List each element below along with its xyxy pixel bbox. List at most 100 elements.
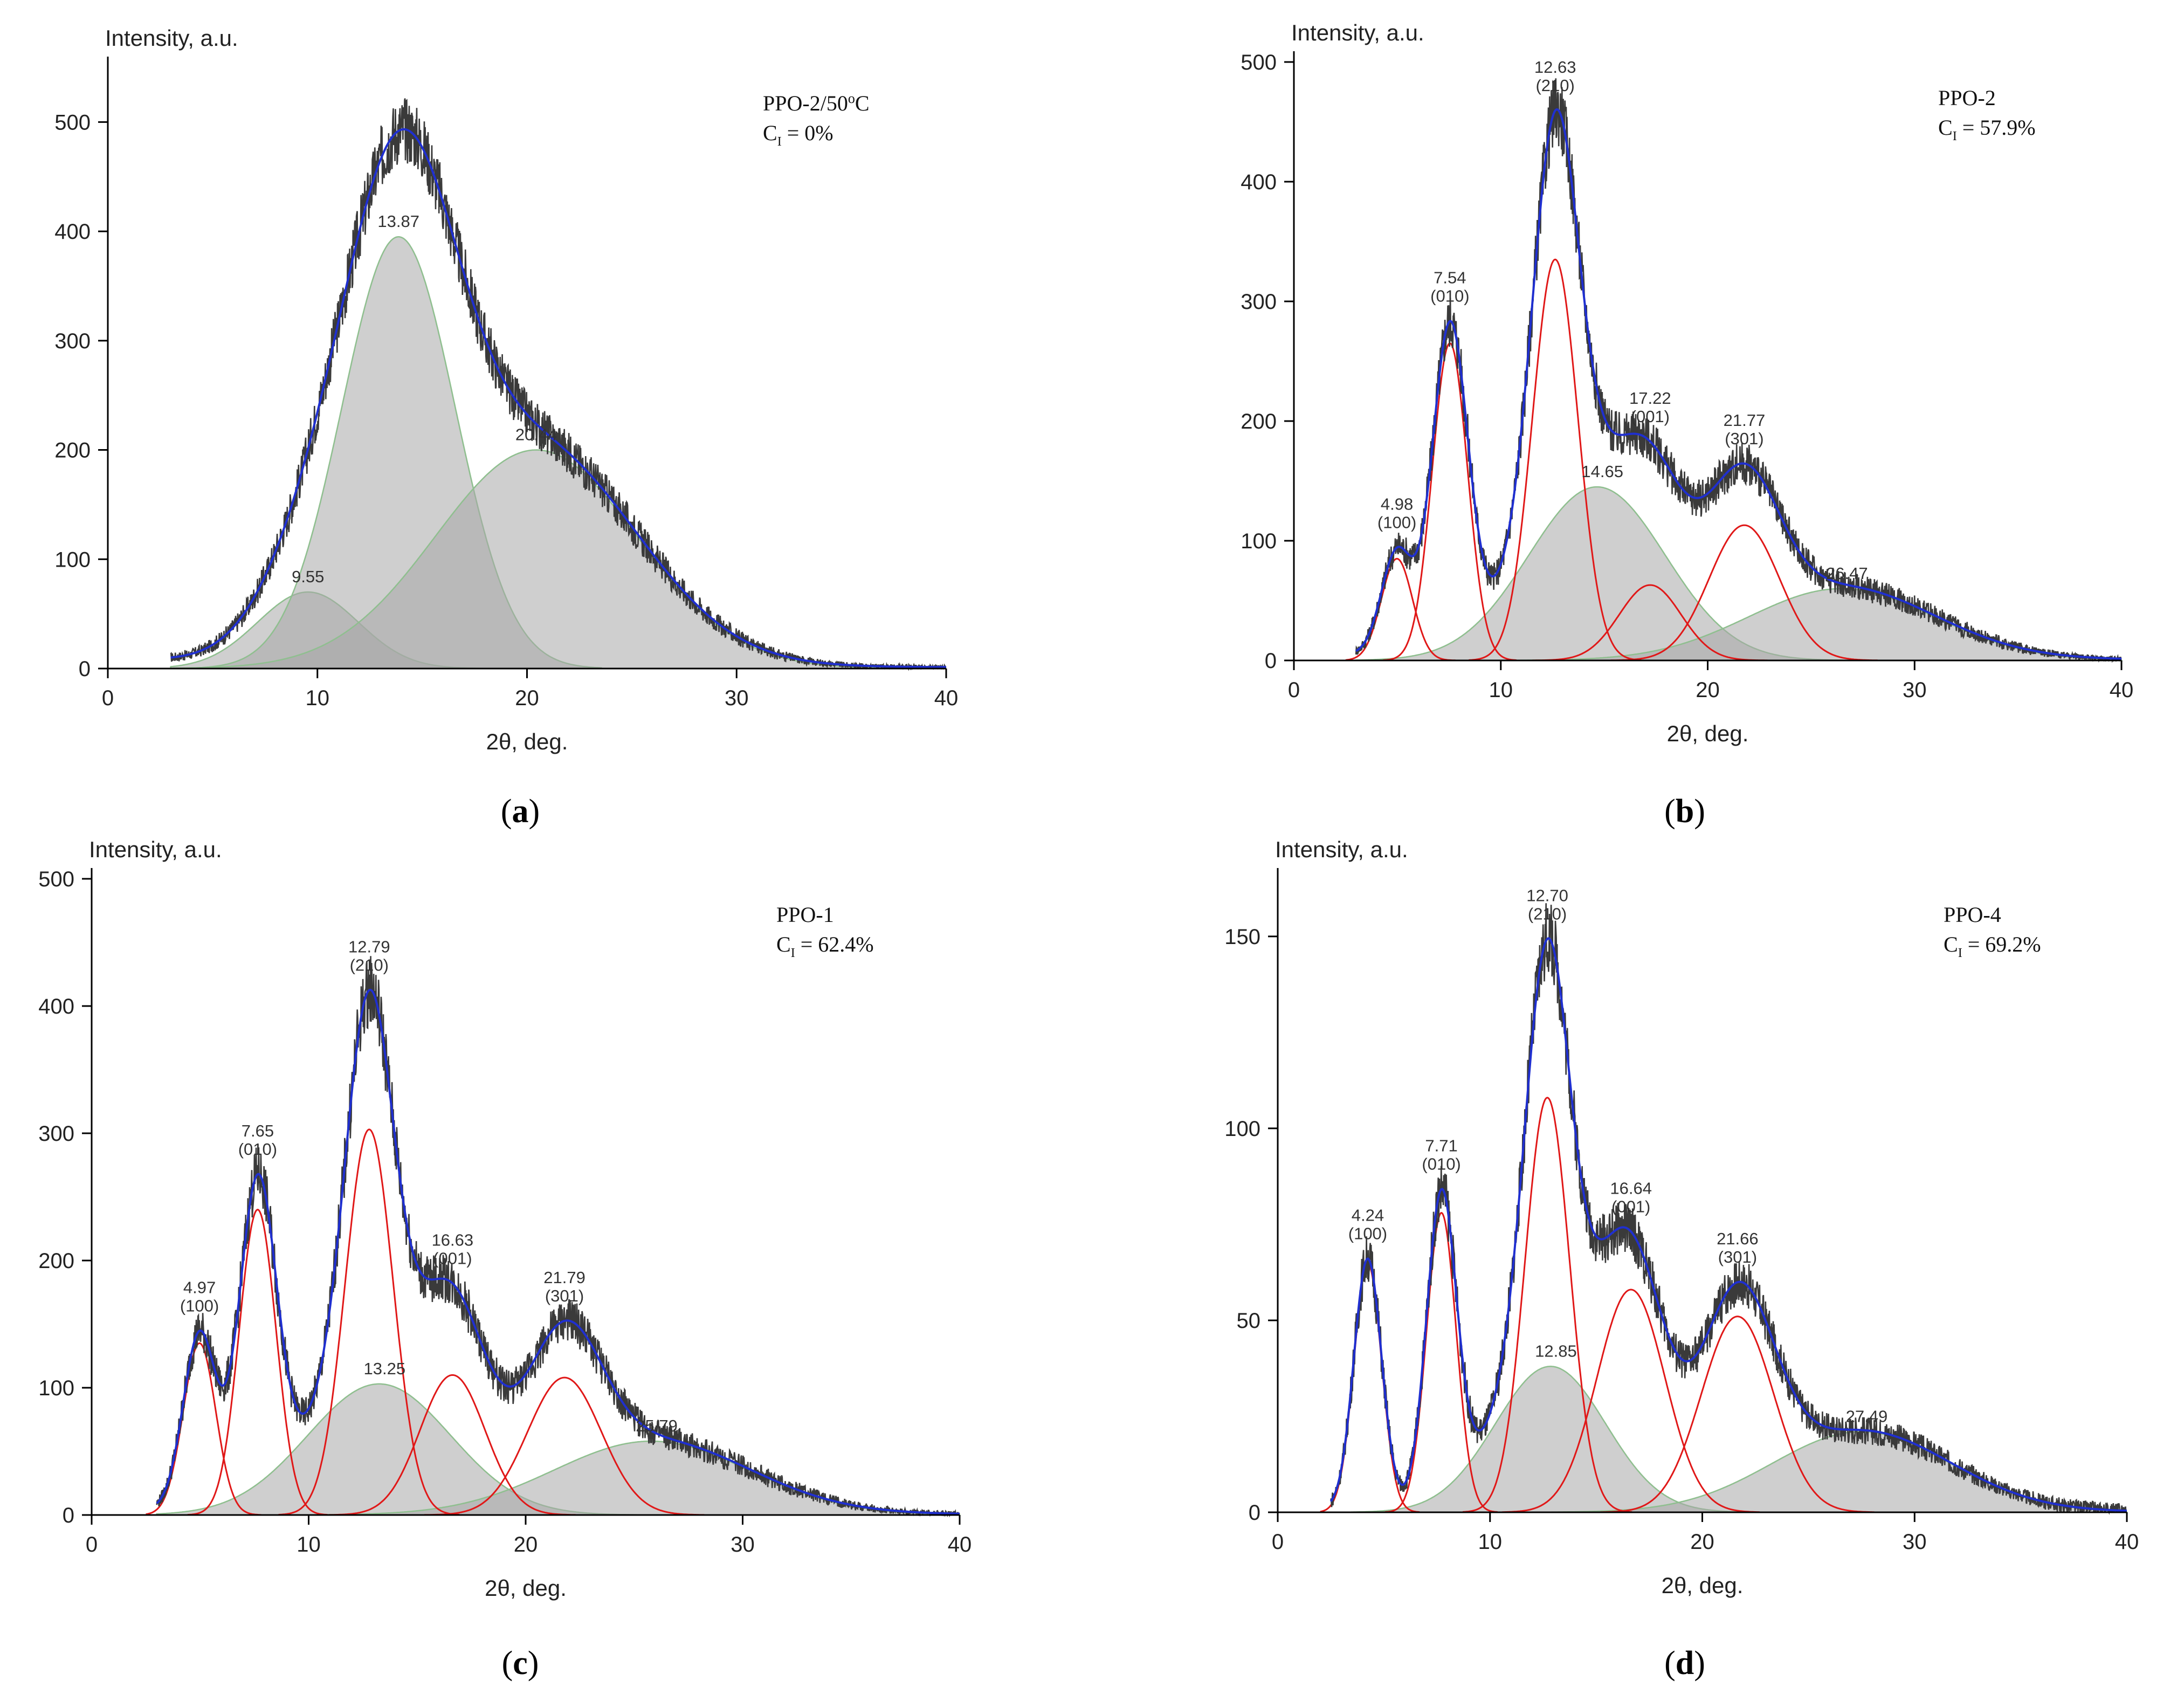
peak-position-label-b-0: 4.98 — [1381, 495, 1413, 514]
crystallinity-symbol-c: C — [776, 932, 791, 956]
crystallinity-sub-d: I — [1958, 946, 1962, 960]
y-tick-label-a-400: 400 — [54, 220, 91, 244]
y-tick-label-d-50: 50 — [1237, 1309, 1261, 1333]
peak-position-label-b-2: 12.63 — [1534, 58, 1576, 77]
sample-label-b: PPO-2 — [1938, 86, 1996, 110]
peak-position-label-c-2: 12.79 — [348, 937, 390, 956]
x-tick-label-a-20: 20 — [515, 686, 539, 710]
sample-degree-a: o — [848, 91, 855, 106]
panel-letter-text-c: c — [513, 1645, 528, 1682]
fit-curve-a — [170, 128, 946, 669]
x-axis-title-a: 2θ, deg. — [486, 729, 568, 754]
x-tick-label-b-10: 10 — [1489, 678, 1513, 702]
crystallinity-label-c: CI = 62.4% — [776, 932, 874, 960]
y-axis-title-a: Intensity, a.u. — [105, 25, 238, 51]
crystallinity-symbol-b: C — [1938, 115, 1953, 140]
x-tick-label-a-10: 10 — [306, 686, 330, 710]
peak-position-label-b-3: 17.22 — [1629, 389, 1671, 408]
y-tick-label-a-500: 500 — [54, 111, 91, 134]
x-tick-label-c-40: 40 — [948, 1533, 972, 1557]
panel-letter-open-d: ( — [1664, 1645, 1676, 1682]
peak-hkl-label-c-2: (210) — [350, 955, 389, 974]
y-tick-label-d-0: 0 — [1249, 1501, 1260, 1525]
y-tick-label-a-200: 200 — [54, 439, 91, 463]
x-tick-label-d-20: 20 — [1690, 1530, 1714, 1554]
y-axis-title-b: Intensity, a.u. — [1291, 20, 1424, 45]
fit-curve-c — [156, 988, 960, 1515]
panel-letter-d: (d) — [1664, 1645, 1705, 1682]
x-tick-label-a-30: 30 — [725, 686, 749, 710]
y-axis-title-c: Intensity, a.u. — [89, 837, 222, 862]
crystallinity-label-d: CI = 69.2% — [1944, 932, 2041, 960]
peak-position-label-c-0: 4.97 — [183, 1278, 216, 1297]
crystallinity-label-b: CI = 57.9% — [1938, 115, 2036, 143]
peak-hkl-label-d-2: (210) — [1528, 904, 1567, 923]
y-tick-label-a-0: 0 — [79, 657, 91, 681]
peak-hkl-label-b-1: (010) — [1430, 287, 1469, 306]
peak-hkl-label-b-4: (301) — [1725, 429, 1763, 448]
x-tick-label-a-0: 0 — [102, 686, 114, 710]
amorphous-label-a-1: 13.87 — [377, 212, 419, 231]
y-tick-label-c-300: 300 — [38, 1122, 74, 1146]
crystalline-peak-c-3 — [328, 1374, 576, 1516]
chart-panel-d: 0 10 20 30 40 0 50 100 150 Intensity, a.u. 2θ, deg… — [1224, 837, 2139, 1682]
y-tick-label-d-100: 100 — [1224, 1117, 1260, 1141]
peak-hkl-label-d-3: (001) — [1611, 1197, 1650, 1216]
y-tick-label-b-500: 500 — [1241, 51, 1277, 74]
peak-hkl-label-c-4: (301) — [545, 1286, 584, 1305]
panel-letter-c: (c) — [502, 1645, 539, 1682]
peak-position-label-d-3: 16.64 — [1610, 1179, 1652, 1197]
crystalline-peak-c-2 — [278, 1128, 460, 1516]
amorphous-label-d-0: 12.85 — [1535, 1341, 1577, 1360]
amorphous-label-c-1: 25.79 — [636, 1416, 678, 1435]
y-tick-label-a-100: 100 — [54, 548, 91, 571]
peak-position-label-c-1: 7.65 — [242, 1121, 274, 1140]
peak-position-label-d-1: 7.71 — [1425, 1137, 1457, 1155]
peak-hkl-label-b-3: (001) — [1631, 407, 1670, 426]
y-tick-label-a-300: 300 — [54, 329, 91, 353]
crystalline-peak-b-0 — [1345, 557, 1456, 662]
crystalline-peak-d-1 — [1384, 1212, 1498, 1513]
peak-hkl-label-d-4: (301) — [1718, 1248, 1757, 1266]
amorphous-label-d-1: 27.49 — [1846, 1407, 1888, 1425]
crystalline-peak-d-2 — [1463, 1097, 1632, 1513]
peak-hkl-label-c-0: (100) — [180, 1296, 219, 1315]
x-tick-label-b-40: 40 — [2110, 678, 2134, 702]
y-tick-label-c-200: 200 — [38, 1249, 74, 1273]
y-tick-label-c-0: 0 — [63, 1504, 74, 1527]
x-tick-label-c-0: 0 — [86, 1533, 98, 1557]
amorphous-label-b-1: 26.47 — [1826, 564, 1868, 583]
y-tick-label-b-200: 200 — [1241, 410, 1277, 433]
x-tick-label-a-40: 40 — [934, 686, 959, 710]
y-tick-label-b-100: 100 — [1241, 529, 1277, 553]
y-tick-label-b-400: 400 — [1241, 170, 1277, 194]
peak-hkl-label-d-1: (010) — [1422, 1155, 1460, 1174]
amorphous-peak-d-0 — [1351, 1366, 1750, 1513]
crystalline-peak-b-3 — [1532, 584, 1768, 662]
x-tick-label-d-40: 40 — [2115, 1530, 2139, 1554]
crystallinity-value-b: = 57.9% — [1957, 115, 2036, 140]
y-tick-label-c-400: 400 — [38, 995, 74, 1018]
amorphous-label-c-0: 13.25 — [364, 1359, 406, 1378]
sample-label-a: PPO-2/50oC — [763, 91, 870, 115]
peak-hkl-label-d-0: (100) — [1348, 1224, 1387, 1243]
peak-position-label-c-3: 16.63 — [432, 1230, 474, 1249]
peak-hkl-label-b-0: (100) — [1377, 513, 1416, 532]
x-axis-title-b: 2θ, deg. — [1667, 721, 1749, 746]
panel-letter-close-d: ) — [1694, 1645, 1705, 1682]
crystalline-peak-b-2 — [1469, 258, 1642, 661]
panel-letter-close-c: ) — [528, 1645, 539, 1682]
x-tick-label-b-20: 20 — [1696, 678, 1720, 702]
x-tick-label-c-10: 10 — [297, 1533, 321, 1557]
crystallinity-sub-a: I — [777, 135, 782, 149]
crystallinity-value-c: = 62.4% — [795, 932, 874, 956]
x-tick-label-c-20: 20 — [514, 1533, 538, 1557]
panel-letter-text-a: a — [512, 793, 529, 830]
crystalline-peak-d-4 — [1600, 1316, 1875, 1513]
x-axis-title-d: 2θ, deg. — [1662, 1573, 1744, 1598]
